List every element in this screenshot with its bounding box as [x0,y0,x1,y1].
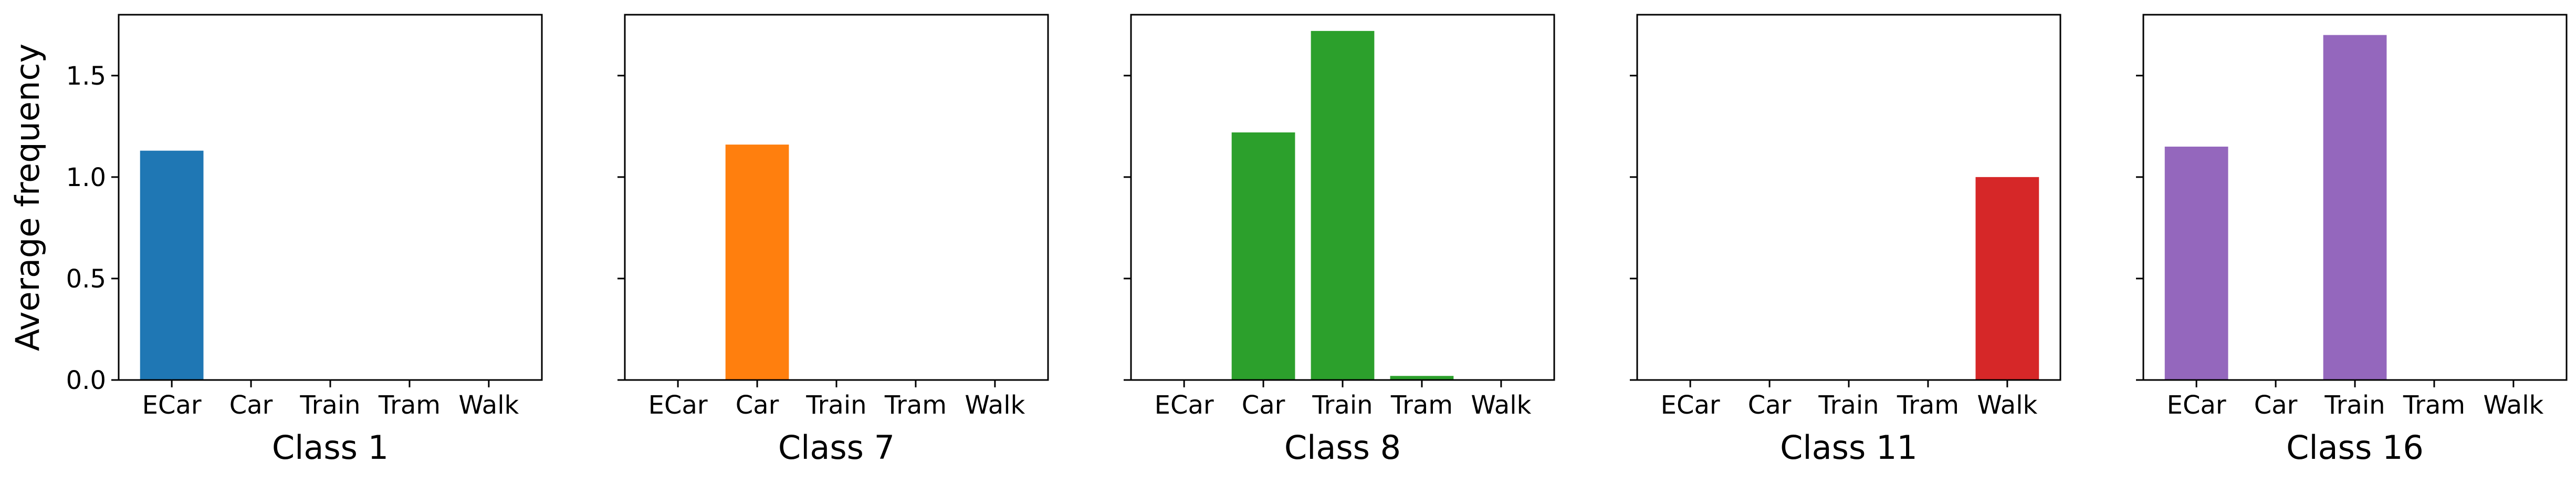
ytick-label-2: 1.0 [66,163,106,192]
panel-4-xtick-label-4: Walk [1977,390,2037,420]
panel-5-xtick-label-2: Train [2324,390,2385,420]
panel-1-xtick-label-0: ECar [142,390,202,420]
panel-2-frame [624,14,1049,381]
panel-1-frame [118,14,543,381]
panel-2-xlabel: Class 7 [778,428,895,467]
panel-1-xtick-label-4: Walk [458,390,519,420]
panel-3-bar-tram [1390,376,1454,380]
panel-4-frame [1636,14,2061,381]
panel-5-xtick-label-4: Walk [2483,390,2543,420]
panel-3-xtick-label-3: Tram [1390,390,1453,420]
panel-5-xtick-label-0: ECar [2167,390,2226,420]
ytick-label-0: 0.0 [66,366,106,395]
panel-4-xtick-label-3: Tram [1897,390,1959,420]
panel-3-xtick-label-0: ECar [1155,390,1214,420]
ytick-label-1: 0.5 [66,264,106,294]
panel-2-xtick-label-0: ECar [648,390,708,420]
panel-1-xtick-label-2: Train [299,390,360,420]
panel-5-xlabel: Class 16 [2286,428,2424,467]
panel-5-bar-train [2323,35,2387,381]
panel-2-xtick-label-1: Car [736,390,779,420]
panel-5-frame [2142,14,2568,381]
y-axis-label: Average frequency [8,44,47,351]
panel-3-xtick-label-1: Car [1242,390,1285,420]
panel-2-bar-car [725,145,789,380]
panel-3-bar-car [1231,132,1295,380]
ytick-label-3: 1.5 [66,61,106,91]
panel-3-bar-train [1311,30,1375,380]
panel-5-xtick-label-3: Tram [2403,390,2465,420]
panel-4-xlabel: Class 11 [1780,428,1918,467]
panel-3-xtick-label-2: Train [1312,390,1373,420]
panel-4-xtick-label-1: Car [1748,390,1792,420]
panel-1-xtick-label-3: Tram [378,390,441,420]
panel-2-xtick-label-4: Walk [965,390,1025,420]
panel-1-xtick-label-1: Car [229,390,273,420]
panel-5-xtick-label-1: Car [2254,390,2298,420]
panel-2-xtick-label-3: Tram [884,390,947,420]
panel-5-bar-ecar [2164,146,2228,380]
panel-4-xtick-label-2: Train [1818,390,1879,420]
panel-3-xtick-label-4: Walk [1471,390,1531,420]
panel-3-frame [1130,14,1555,381]
panel-1-bar-ecar [140,150,204,380]
panel-1-xlabel: Class 1 [272,428,389,467]
panel-2-xtick-label-2: Train [805,390,866,420]
panel-4-bar-walk [1975,177,2039,380]
panel-4-xtick-label-0: ECar [1661,390,1720,420]
panel-3-xlabel: Class 8 [1284,428,1401,467]
